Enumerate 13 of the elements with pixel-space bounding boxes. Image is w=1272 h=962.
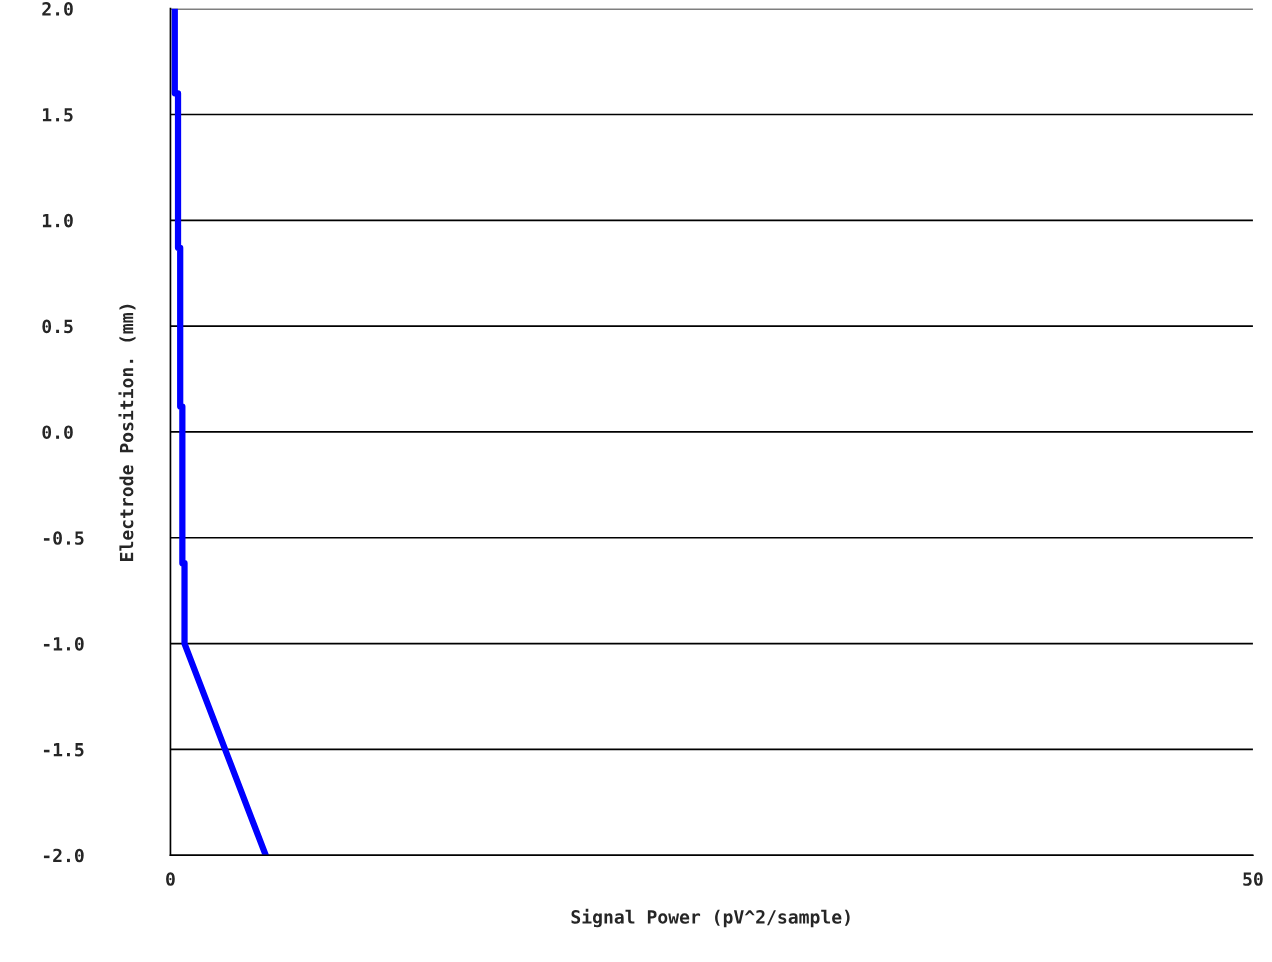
- x-axis-title: Signal Power (pV^2/sample): [571, 908, 850, 928]
- y-tick-label: -0.5: [43, 531, 84, 545]
- y-axis-title: Electrode Position. (mm): [118, 304, 136, 561]
- y-tick-label: -1.0: [43, 637, 84, 651]
- y-tick-label: 0.0: [42, 425, 73, 440]
- y-tick-label: 2.0: [42, 2, 73, 16]
- x-tick-label: 0: [166, 872, 175, 886]
- y-tick-label: 1.5: [42, 108, 73, 122]
- y-tick-label: 1.0: [42, 213, 73, 228]
- y-tick-label: -1.5: [43, 743, 84, 757]
- y-tick-label: -2.0: [43, 848, 84, 863]
- x-tick-label: 50: [1243, 872, 1263, 886]
- y-tick-label: 0.5: [42, 319, 73, 334]
